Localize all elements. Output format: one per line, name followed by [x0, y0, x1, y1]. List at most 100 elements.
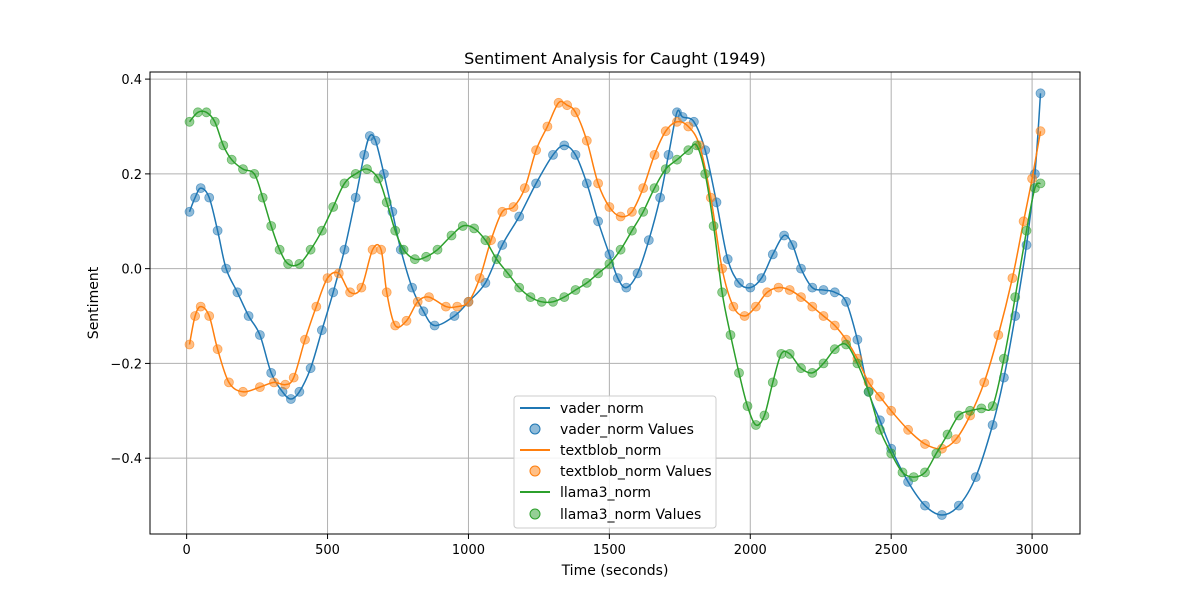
y-tick-label: −0.2 [110, 357, 142, 372]
grid-lines [150, 72, 1080, 534]
llama3_norm-point [226, 154, 237, 165]
llama3_norm-point [381, 197, 392, 208]
llama3_norm-point [502, 268, 513, 279]
llama3_norm-point [708, 221, 719, 231]
vader_norm-point [285, 394, 296, 404]
llama3_norm-point [457, 221, 468, 231]
vader_norm-point [621, 282, 632, 293]
llama3_norm-point [604, 258, 615, 269]
textblob_norm-point [1035, 126, 1046, 137]
y-tick-label: 0.2 [121, 168, 142, 183]
textblob_norm-point [818, 311, 829, 321]
textblob_norm-point [390, 320, 401, 331]
llama3_norm-point [649, 183, 660, 194]
vader_norm-point [221, 263, 232, 274]
legend-marker-vader [529, 423, 541, 435]
llama3_norm-point [931, 448, 942, 459]
vader_norm-point [632, 268, 643, 279]
plot-frame [149, 71, 1081, 535]
textblob_norm-point [412, 296, 423, 307]
llama3_norm-point [480, 235, 491, 246]
x-tick-label: 1000 [452, 543, 485, 558]
textblob_norm-point [542, 121, 553, 132]
llama3_norm-point [999, 353, 1009, 364]
textblob_norm-point [440, 301, 451, 312]
llama3_norm-point [615, 244, 626, 255]
vader_norm-point [593, 216, 603, 227]
llama3_norm-point [548, 296, 558, 307]
textblob_norm-point [951, 434, 961, 445]
llama3_norm-point [581, 277, 592, 288]
textblob_norm-point [280, 379, 291, 390]
textblob_norm-point [627, 206, 637, 217]
textblob_norm-point [195, 301, 206, 312]
textblob_norm-point [728, 301, 739, 312]
textblob_norm-point [1018, 216, 1029, 227]
llama3_norm-point [863, 386, 874, 397]
vader_norm-point [429, 320, 440, 331]
llama3_norm-point [725, 330, 736, 340]
y-tick-label: −0.4 [110, 452, 142, 467]
llama3_norm-point [875, 424, 885, 435]
x-tick-label: 2000 [734, 543, 767, 558]
vader_norm-point [796, 263, 806, 274]
llama3_norm-point [525, 292, 536, 303]
x-tick-label: 3000 [1016, 543, 1049, 558]
llama3_norm-point [294, 258, 305, 269]
textblob_norm-point [993, 330, 1004, 340]
llama3_norm-point [184, 116, 195, 127]
llama3_norm-point [1035, 178, 1046, 189]
vader_norm-point [581, 178, 592, 189]
textblob_norm-point [762, 287, 773, 298]
series-textblob_norm [184, 97, 1046, 454]
vader_norm-point [190, 192, 201, 203]
vader_norm-point [756, 273, 767, 284]
llama3_norm-point [734, 367, 744, 378]
textblob_norm-point [796, 292, 806, 303]
llama3_norm-point [446, 230, 457, 241]
vader_norm-point [818, 285, 829, 295]
vader_norm-point [612, 273, 623, 284]
textblob_norm-point [979, 377, 990, 388]
legend-marker-llama3 [529, 508, 541, 520]
textblob_norm-line [188, 100, 1042, 450]
textblob_norm-point [367, 244, 378, 255]
vader_norm-point [204, 192, 215, 203]
textblob_norm-point [401, 315, 412, 326]
textblob_norm-point [322, 273, 333, 284]
llama3_norm-point [421, 251, 432, 262]
textblob_norm-point [223, 377, 234, 388]
vader_norm-point [316, 325, 327, 336]
textblob_norm-point [920, 439, 930, 449]
llama3_norm-point [700, 168, 711, 179]
textblob_norm-point [875, 391, 885, 402]
vader_norm-point [829, 287, 840, 298]
vader_norm-point [548, 149, 558, 160]
x-axis-label: Time (seconds) [561, 563, 669, 579]
vader_norm-point [779, 230, 789, 241]
vader_norm-point [531, 178, 541, 189]
llama3_norm-point [266, 221, 277, 231]
vader_norm-point [497, 240, 508, 250]
textblob_norm-point [604, 202, 615, 212]
textblob_norm-point [615, 211, 626, 222]
vader_norm-point [570, 149, 581, 160]
llama3_norm-point [238, 164, 248, 175]
llama3_norm-point [305, 244, 316, 255]
llama3_norm-point [432, 244, 443, 255]
textblob_norm-point [807, 301, 818, 312]
textblob_norm-point [581, 135, 592, 146]
textblob_norm-point [773, 282, 784, 293]
vader_norm-point [722, 254, 733, 265]
textblob_norm-point [683, 121, 694, 132]
llama3_norm-point [897, 467, 908, 478]
textblob_norm-point [254, 382, 265, 393]
y-tick-label: 0.0 [121, 263, 142, 278]
vader_norm-point [663, 149, 674, 160]
textblob_norm-point [190, 311, 201, 321]
llama3_norm-point [274, 244, 285, 255]
llama3_norm-point [257, 192, 268, 203]
textblob_norm-point [519, 183, 530, 194]
llama3_norm-point [965, 405, 975, 416]
